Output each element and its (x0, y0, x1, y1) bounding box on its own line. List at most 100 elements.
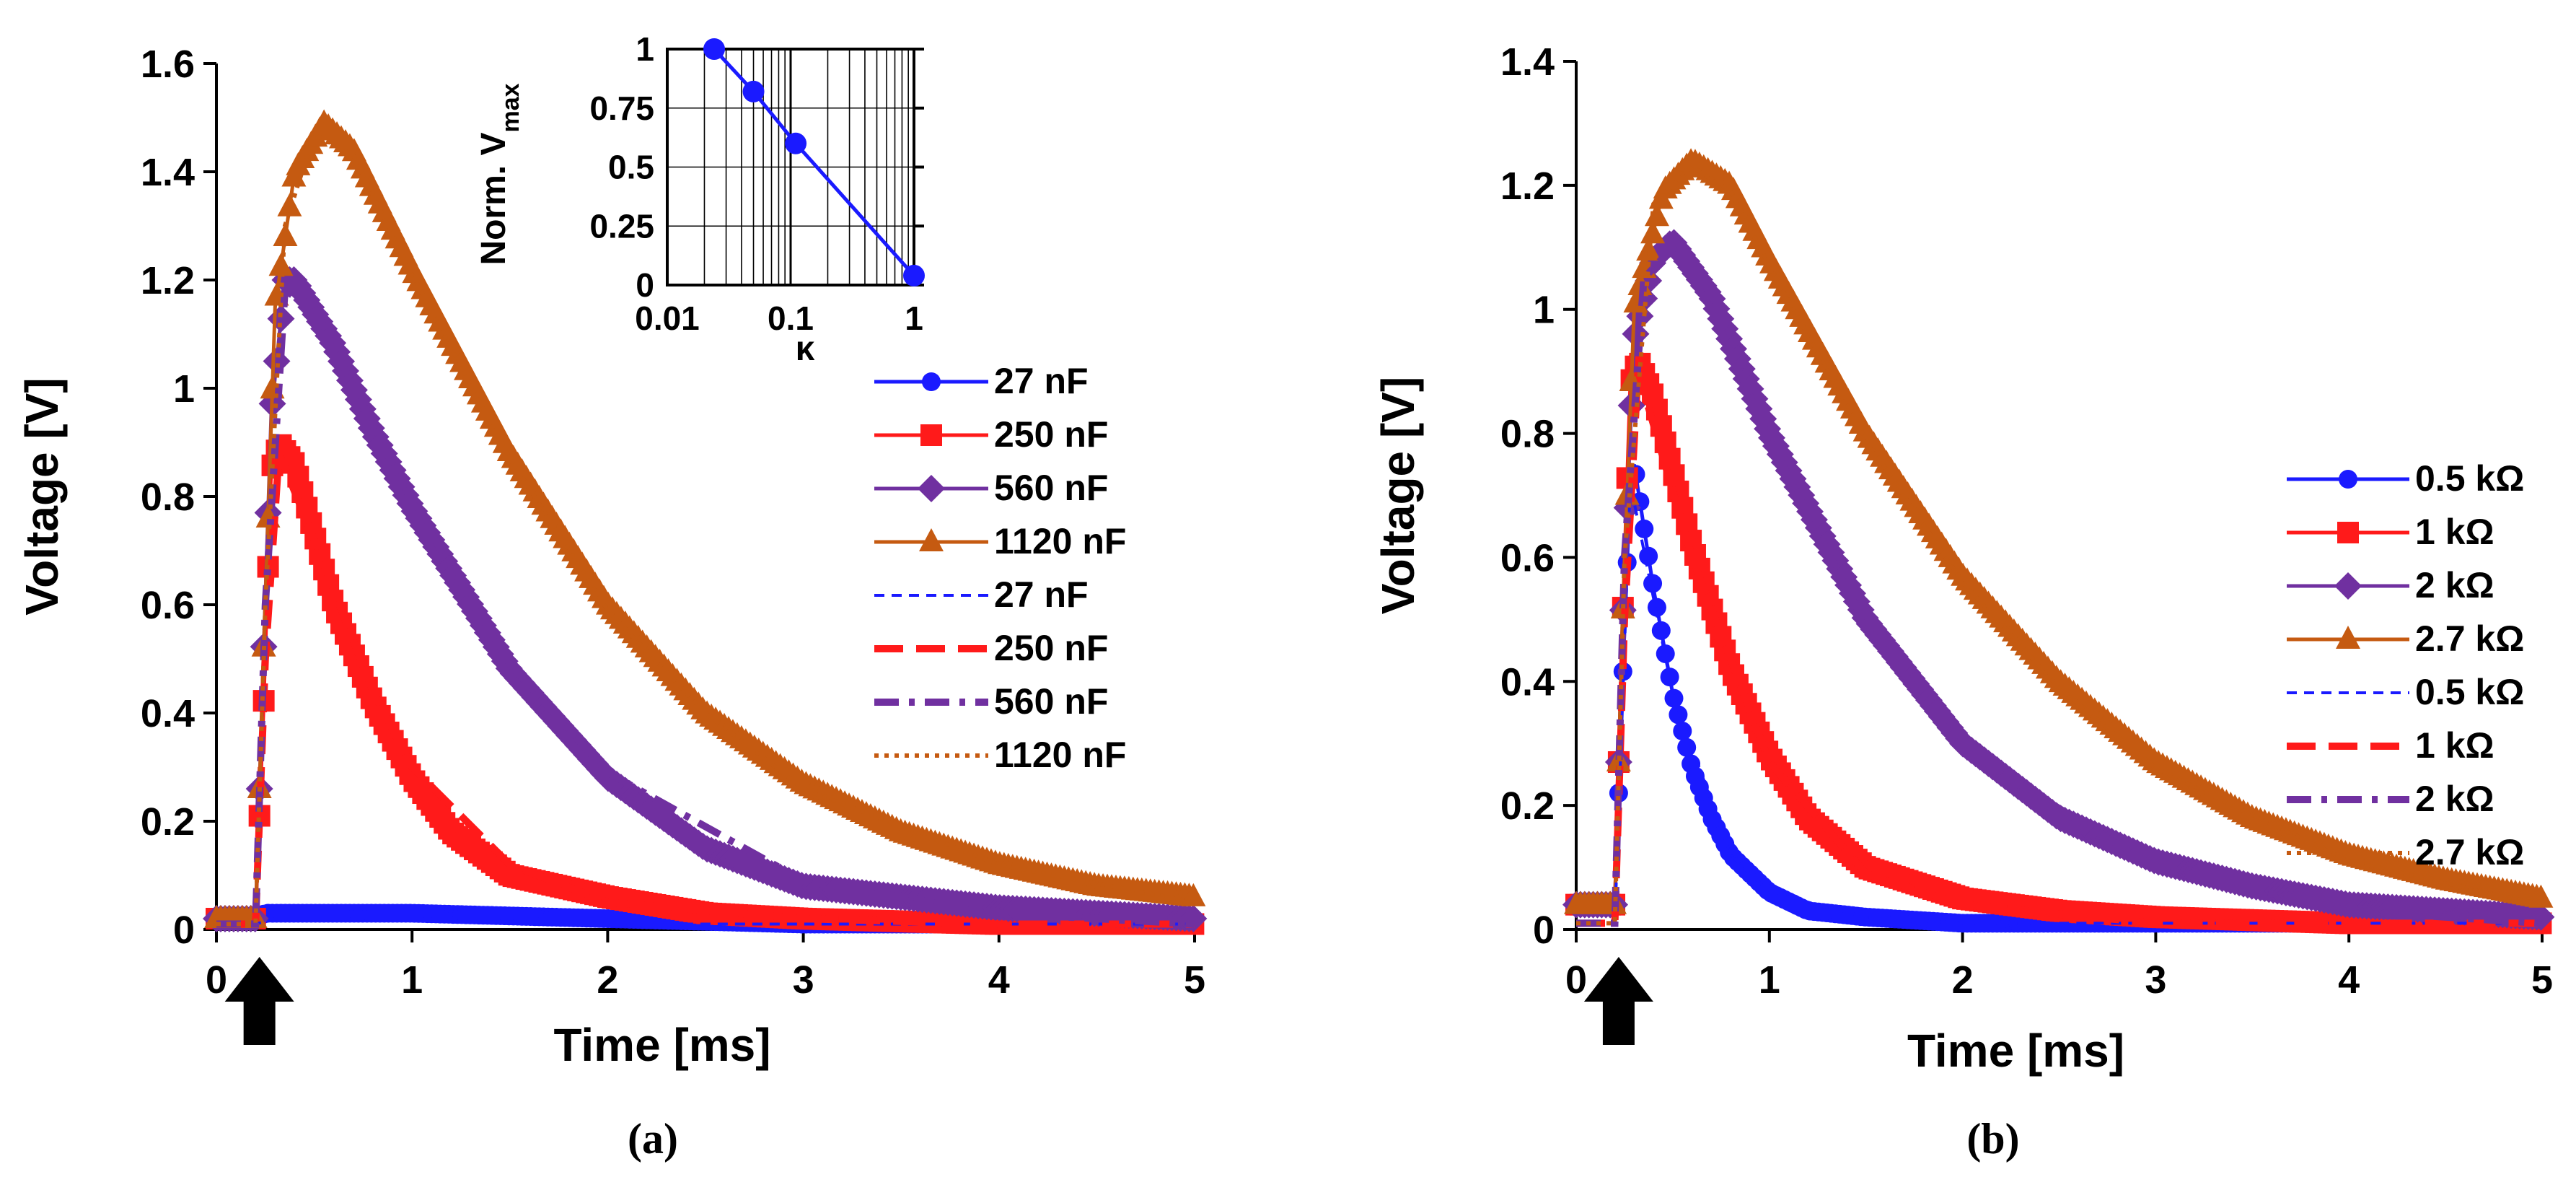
y-tick-label: 0.4 (141, 692, 195, 735)
y-axis-label: Voltage [V] (1372, 377, 1424, 615)
y-tick-label: 1.4 (141, 151, 195, 194)
data-point (1669, 705, 1688, 725)
y-tick-label: 1 (1533, 289, 1555, 332)
data-point (1644, 203, 1669, 227)
legend-item: 1120 nF (874, 521, 1126, 561)
x-tick-label: 2 (1952, 958, 1974, 1002)
y-tick-label: 0 (173, 909, 195, 952)
series-7 (1576, 164, 2543, 926)
y-tick-label: 0.6 (1500, 536, 1555, 579)
y-tick-label: 0.2 (141, 800, 195, 844)
legend-item: 1120 nF (874, 735, 1126, 775)
trigger-arrow-icon (1583, 957, 1653, 1045)
inset-data-point (703, 38, 726, 60)
inset-y-tick-label: 0 (636, 266, 654, 304)
legend-marker (2336, 626, 2360, 649)
legend-item: 250 nF (874, 628, 1108, 668)
x-tick-label: 5 (2531, 958, 2553, 1002)
data-point (1639, 546, 1658, 566)
series-5 (1576, 370, 2542, 927)
legend-marker (920, 424, 942, 446)
y-tick-label: 0.6 (141, 584, 195, 627)
legend-item: 27 nF (874, 361, 1089, 401)
legend-marker (922, 372, 941, 391)
x-tick-label: 3 (2145, 958, 2166, 1002)
legend-label: 2.7 kΩ (2415, 618, 2524, 659)
y-tick-label: 0.4 (1500, 660, 1555, 704)
chart-a: 0 0.2 0.4 0.6 0.8 1 1.2 1.4 1.6 0 1 2 3 4 5 Time [ms] Vo… (16, 30, 1208, 1163)
series-4 (1576, 482, 2542, 925)
data-point (1673, 722, 1692, 741)
legend-item: 0.5 kΩ (2287, 672, 2524, 712)
inset-y-axis-label: Norm. Vmax (475, 83, 524, 265)
y-tick-label: 1.2 (141, 259, 195, 302)
x-tick-label: 0 (1565, 958, 1587, 1002)
x-tick-label: 0 (206, 958, 227, 1002)
legend-label: 2 kΩ (2415, 779, 2494, 819)
data-point (1636, 237, 1661, 261)
y-tick-label: 0.8 (141, 476, 195, 519)
inset-y-axis-label-sub: max (497, 83, 524, 132)
legend-label: 27 nF (994, 574, 1089, 615)
legend-item: 1 kΩ (2287, 512, 2494, 552)
data-point (1181, 883, 1206, 906)
legend-label: 1 kΩ (2415, 725, 2494, 766)
fit-line (1576, 482, 2542, 925)
x-tick-label: 2 (597, 958, 618, 1002)
data-point (1647, 598, 1666, 617)
legend-marker (2339, 470, 2357, 489)
inset-frame (666, 48, 915, 286)
fit-line (216, 131, 1195, 927)
x-tick-label: 5 (1184, 958, 1205, 1002)
legend-label: 560 nF (994, 468, 1108, 508)
figure-caption: (b) (1966, 1115, 2019, 1163)
legend-item: 2.7 kΩ (2287, 832, 2524, 872)
y-axis-label: Voltage [V] (16, 377, 68, 616)
legend: 27 nF 250 nF 560 nF 1120 nF 27 nF 250 nF 560 n… (874, 361, 1126, 775)
inset-x-tick-label: 0.01 (635, 299, 700, 337)
legend-label: 1120 nF (994, 735, 1126, 775)
y-tick-label: 1.2 (1500, 165, 1555, 208)
figure-caption: (a) (628, 1115, 678, 1163)
series-3 (204, 109, 1206, 928)
x-tick-label: 3 (793, 958, 814, 1002)
y-tick-label: 0.2 (1500, 784, 1555, 828)
legend-item: 2.7 kΩ (2287, 618, 2524, 659)
inset-series-line (713, 48, 915, 277)
x-axis-label: Time [ms] (1907, 1025, 2124, 1077)
legend-marker (919, 528, 944, 551)
x-tick-label: 4 (988, 958, 1010, 1002)
inset-data-point (903, 264, 925, 286)
data-point (1643, 574, 1663, 593)
legend-item: 27 nF (874, 574, 1089, 615)
legend-marker (2337, 522, 2359, 543)
trigger-arrow-icon (224, 957, 294, 1045)
fit-line (1576, 164, 2543, 926)
inset-x-tick-label: 1 (905, 299, 923, 337)
series-3 (1564, 148, 2554, 914)
chart-b: 0 0.2 0.4 0.6 0.8 1 1.2 1.4 0 1 2 3 4 5 Time [ms] Volta… (1372, 40, 2555, 1163)
legend-item: 2 kΩ (2287, 565, 2494, 605)
x-tick-label: 1 (401, 958, 423, 1002)
y-tick-label: 1.6 (141, 43, 195, 86)
fit-line (1576, 241, 2543, 927)
legend-label: 560 nF (994, 681, 1108, 722)
legend-label: 1120 nF (994, 521, 1126, 561)
legend-label: 2 kΩ (2415, 565, 2494, 605)
legend-item: 560 nF (874, 681, 1108, 722)
inset-y-tick-label: 0.25 (589, 207, 654, 245)
series-7 (216, 131, 1195, 927)
legend-item: 560 nF (874, 468, 1108, 508)
legend-marker (918, 475, 945, 502)
inset-y-tick-label: 0.75 (589, 89, 654, 127)
data-point (1635, 519, 1654, 538)
y-tick-label: 0 (1533, 909, 1555, 952)
y-tick-label: 1.4 (1500, 40, 1555, 84)
legend-item: 1 kΩ (2287, 725, 2494, 766)
x-axis-label: Time [ms] (553, 1019, 770, 1071)
legend-marker (2334, 572, 2362, 600)
legend-label: 0.5 kΩ (2415, 672, 2524, 712)
